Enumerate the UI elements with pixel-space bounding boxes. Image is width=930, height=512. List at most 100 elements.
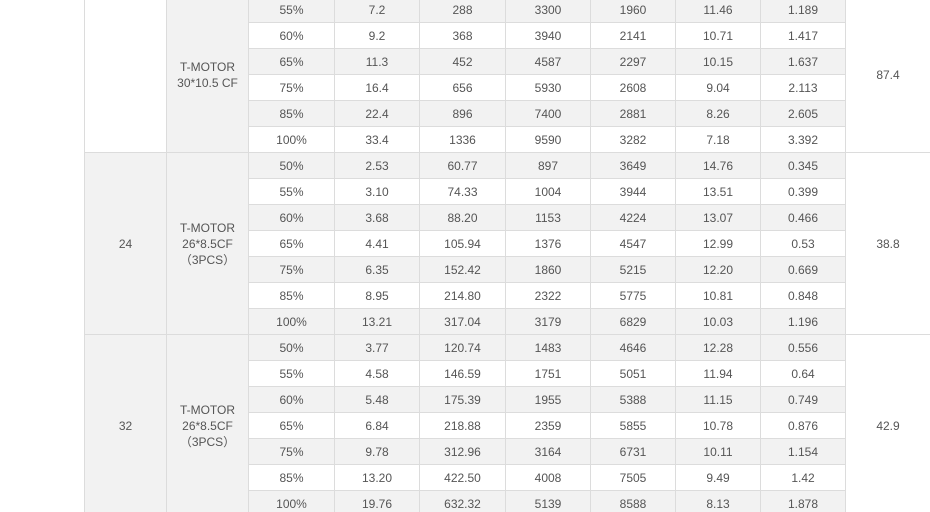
table-row: 65% 11.3 452 4587 2297 10.15 1.637 (85, 48, 930, 75)
value-cell: 3.392 (760, 126, 846, 153)
value-cell: 5215 (590, 256, 676, 283)
value-cell: 1004 (505, 178, 591, 205)
throttle-cell: 75% (248, 74, 335, 101)
value-cell: 2.113 (760, 74, 846, 101)
value-cell: 12.28 (675, 334, 761, 361)
value-cell: 896 (419, 100, 506, 127)
propeller-line: T-MOTOR (179, 402, 236, 417)
value-cell: 6731 (590, 438, 676, 465)
value-cell: 7400 (505, 100, 591, 127)
value-cell: 19.76 (334, 490, 420, 512)
value-cell: 13.51 (675, 178, 761, 205)
value-cell: 6.84 (334, 412, 420, 439)
table-row: 65% 4.41 105.94 1376 4547 12.99 0.53 (85, 230, 930, 257)
value-cell: 1.154 (760, 438, 846, 465)
value-cell: 10.03 (675, 308, 761, 335)
value-cell: 0.466 (760, 204, 846, 231)
value-cell: 0.749 (760, 386, 846, 413)
value-cell: 2297 (590, 48, 676, 75)
value-cell: 11.3 (334, 48, 420, 75)
value-cell: 0.876 (760, 412, 846, 439)
value-cell: 3300 (505, 0, 591, 23)
value-cell: 4587 (505, 48, 591, 75)
value-cell: 5139 (505, 490, 591, 512)
value-cell: 175.39 (419, 386, 506, 413)
value-cell: 4.58 (334, 360, 420, 387)
efficiency-cell: 42.9 (845, 334, 930, 512)
value-cell: 10.11 (675, 438, 761, 465)
value-cell: 1860 (505, 256, 591, 283)
throttle-cell: 50% (248, 152, 335, 179)
value-cell: 218.88 (419, 412, 506, 439)
value-cell: 4547 (590, 230, 676, 257)
voltage-cell (84, 0, 167, 153)
value-cell: 2322 (505, 282, 591, 309)
throttle-cell: 75% (248, 438, 335, 465)
value-cell: 7.18 (675, 126, 761, 153)
value-cell: 88.20 (419, 204, 506, 231)
table-row: 85% 13.20 422.50 4008 7505 9.49 1.42 (85, 464, 930, 491)
value-cell: 12.99 (675, 230, 761, 257)
value-cell: 10.71 (675, 22, 761, 49)
throttle-cell: 60% (248, 22, 335, 49)
table-row: 60% 9.2 368 3940 2141 10.71 1.417 (85, 22, 930, 49)
value-cell: 288 (419, 0, 506, 23)
propeller-line: T-MOTOR (179, 59, 236, 74)
value-cell: 11.94 (675, 360, 761, 387)
value-cell: 5.48 (334, 386, 420, 413)
value-cell: 146.59 (419, 360, 506, 387)
table-row: 100% 19.76 632.32 5139 8588 8.13 1.878 (85, 490, 930, 512)
table-row: 60% 5.48 175.39 1955 5388 11.15 0.749 (85, 386, 930, 413)
value-cell: 0.399 (760, 178, 846, 205)
table-row: 55% 3.10 74.33 1004 3944 13.51 0.399 (85, 178, 930, 205)
value-cell: 1376 (505, 230, 591, 257)
value-cell: 152.42 (419, 256, 506, 283)
value-cell: 74.33 (419, 178, 506, 205)
value-cell: 1483 (505, 334, 591, 361)
table-row: 65% 6.84 218.88 2359 5855 10.78 0.876 (85, 412, 930, 439)
throttle-cell: 85% (248, 282, 335, 309)
value-cell: 8.26 (675, 100, 761, 127)
value-cell: 8.13 (675, 490, 761, 512)
propeller-line: T-MOTOR (179, 220, 236, 235)
throttle-cell: 65% (248, 48, 335, 75)
value-cell: 9.49 (675, 464, 761, 491)
value-cell: 5855 (590, 412, 676, 439)
table-row: 55% 4.58 146.59 1751 5051 11.94 0.64 (85, 360, 930, 387)
value-cell: 422.50 (419, 464, 506, 491)
throttle-cell: 75% (248, 256, 335, 283)
value-cell: 4.41 (334, 230, 420, 257)
value-cell: 14.76 (675, 152, 761, 179)
value-cell: 0.848 (760, 282, 846, 309)
throttle-cell: 50% (248, 334, 335, 361)
value-cell: 4224 (590, 204, 676, 231)
value-cell: 452 (419, 48, 506, 75)
value-cell: 3649 (590, 152, 676, 179)
value-cell: 1751 (505, 360, 591, 387)
value-cell: 3944 (590, 178, 676, 205)
value-cell: 8.95 (334, 282, 420, 309)
value-cell: 13.21 (334, 308, 420, 335)
value-cell: 60.77 (419, 152, 506, 179)
value-cell: 0.53 (760, 230, 846, 257)
value-cell: 632.32 (419, 490, 506, 512)
throttle-cell: 65% (248, 230, 335, 257)
throttle-cell: 55% (248, 360, 335, 387)
throttle-cell: 55% (248, 0, 335, 23)
value-cell: 2608 (590, 74, 676, 101)
value-cell: 33.4 (334, 126, 420, 153)
value-cell: 5775 (590, 282, 676, 309)
value-cell: 5051 (590, 360, 676, 387)
throttle-cell: 60% (248, 386, 335, 413)
value-cell: 0.669 (760, 256, 846, 283)
throttle-cell: 60% (248, 204, 335, 231)
value-cell: 8588 (590, 490, 676, 512)
value-cell: 1955 (505, 386, 591, 413)
value-cell: 1336 (419, 126, 506, 153)
value-cell: 9590 (505, 126, 591, 153)
table-row: 85% 8.95 214.80 2322 5775 10.81 0.848 (85, 282, 930, 309)
value-cell: 22.4 (334, 100, 420, 127)
throttle-cell: 100% (248, 308, 335, 335)
value-cell: 1.189 (760, 0, 846, 23)
